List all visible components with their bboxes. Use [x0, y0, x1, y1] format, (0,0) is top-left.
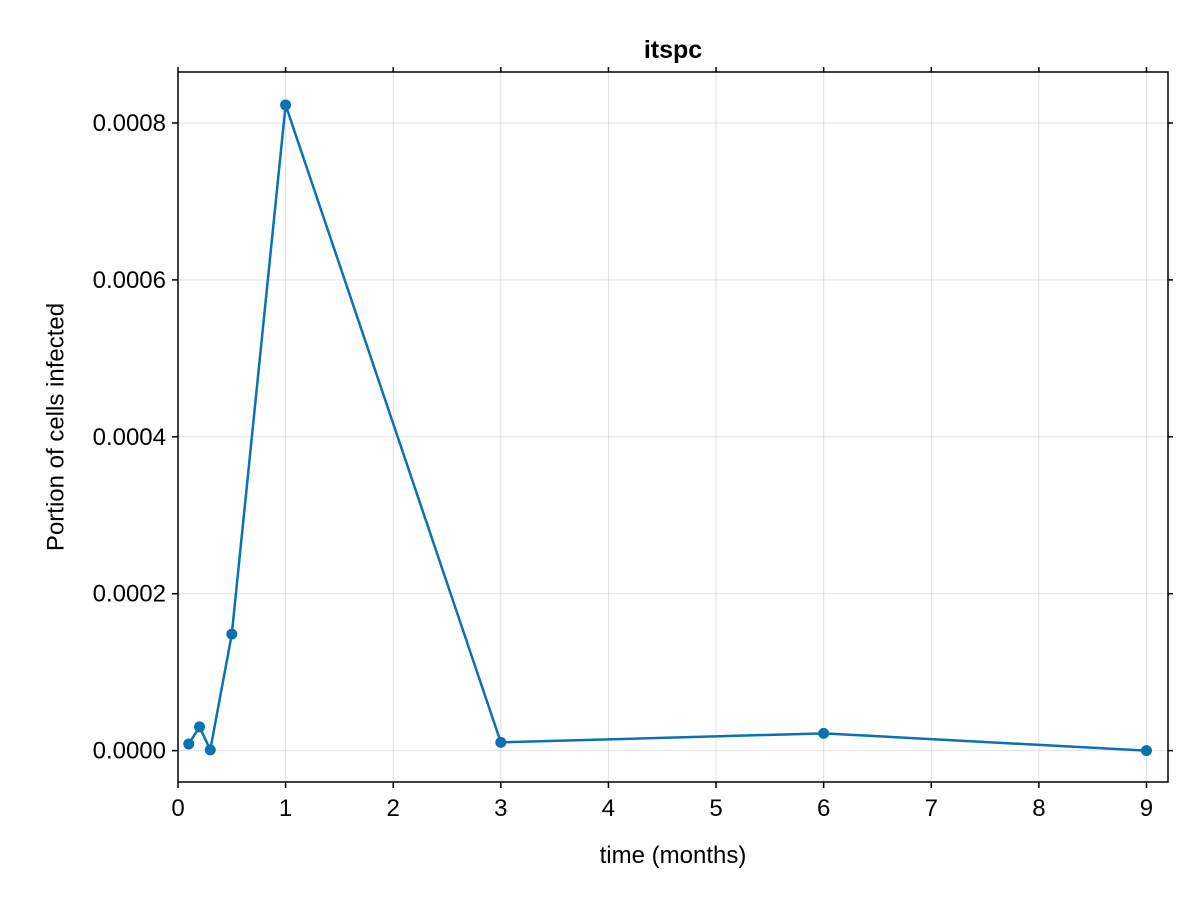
- y-tick-label: 0.0002: [93, 581, 166, 608]
- x-tick-label: 7: [925, 795, 938, 822]
- data-point: [204, 744, 216, 756]
- x-tick-label: 3: [494, 795, 507, 822]
- grid: [177, 72, 1168, 782]
- series-layer: [183, 99, 1152, 757]
- x-tick-label: 9: [1140, 795, 1153, 822]
- y-tick-label: 0.0008: [93, 110, 166, 137]
- x-tick-label: 6: [817, 795, 830, 822]
- x-axis-label: time (months): [600, 842, 747, 869]
- data-point: [183, 738, 195, 750]
- chart-title: itspc: [644, 36, 702, 64]
- data-point: [194, 721, 206, 733]
- x-tick-label: 5: [709, 795, 722, 822]
- x-tick-label: 0: [171, 795, 184, 822]
- x-tick-label: 8: [1032, 795, 1045, 822]
- x-tick-label: 2: [387, 795, 400, 822]
- y-tick-label: 0.0006: [93, 267, 166, 294]
- x-tick-label: 1: [279, 795, 292, 822]
- y-axis-label: Portion of cells infected: [42, 303, 69, 551]
- y-tick-label: 0.0000: [93, 738, 166, 765]
- y-tick-label: 0.0004: [93, 424, 166, 451]
- data-point: [280, 99, 292, 111]
- plot-frame: [177, 71, 1169, 783]
- data-point: [818, 727, 830, 739]
- x-tick-label: 4: [602, 795, 615, 822]
- data-point: [226, 628, 238, 640]
- data-point: [1140, 745, 1152, 757]
- axis-ticks: 0 1 2 3 4 5 6 7 8 9 0.0000 0.0002 0.0004 0.0006 0.0008: [93, 67, 1173, 822]
- data-point: [495, 736, 507, 748]
